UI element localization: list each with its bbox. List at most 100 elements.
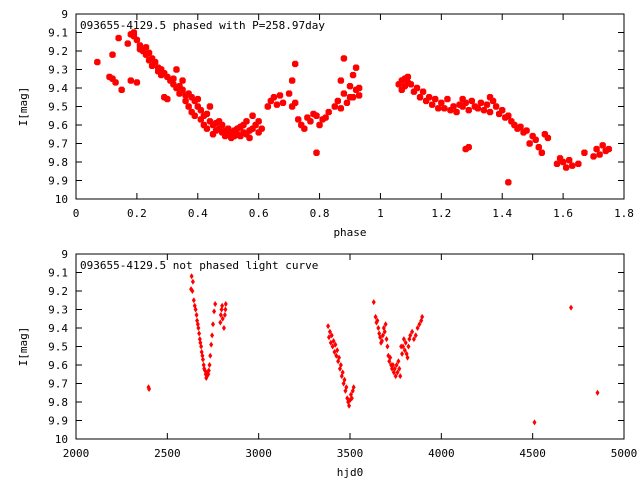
data-point <box>255 118 262 125</box>
data-point <box>329 332 334 339</box>
x-tick-label: 0.8 <box>310 207 330 220</box>
data-point <box>413 332 418 339</box>
data-point <box>203 125 211 132</box>
y-tick-label: 9.7 <box>48 138 68 151</box>
data-point <box>200 356 205 363</box>
data-point <box>124 40 131 47</box>
y-tick-label: 10 <box>55 193 68 206</box>
y-tick-label: 9.5 <box>48 101 68 114</box>
data-point <box>179 77 186 84</box>
data-point <box>346 82 354 90</box>
data-point <box>142 44 150 51</box>
y-tick-label: 9.5 <box>48 341 68 354</box>
y-tick-label: 9.3 <box>48 304 68 317</box>
data-point <box>199 343 204 350</box>
data-point <box>243 118 250 125</box>
data-point <box>413 84 421 92</box>
data-point <box>173 66 180 73</box>
data-point <box>212 308 217 315</box>
data-point <box>206 367 211 374</box>
data-point <box>566 156 573 164</box>
y-tick-label: 9.8 <box>48 396 68 409</box>
x-tick-label: 0.4 <box>188 207 208 220</box>
data-point <box>208 352 213 359</box>
y-tick-label: 9.6 <box>48 359 68 372</box>
data-point <box>218 319 223 326</box>
data-point <box>405 354 410 361</box>
data-point <box>221 325 226 331</box>
data-point <box>285 90 293 97</box>
data-point <box>396 358 401 365</box>
data-point <box>218 312 223 319</box>
data-point <box>337 105 345 112</box>
data-point <box>340 55 348 62</box>
x-tick-label: 3500 <box>337 447 364 460</box>
data-point <box>94 58 101 66</box>
y-axis-label: I[mag] <box>17 87 30 127</box>
data-point <box>349 94 357 101</box>
y-tick-label: 9.1 <box>48 267 68 280</box>
data-point <box>483 101 491 108</box>
data-point <box>390 362 395 368</box>
data-point <box>292 60 299 68</box>
data-point <box>222 312 227 319</box>
data-point <box>133 79 141 86</box>
data-point <box>380 332 385 339</box>
data-point <box>349 71 357 79</box>
data-point <box>376 325 381 331</box>
data-point <box>379 337 384 344</box>
data-point <box>340 369 345 376</box>
data-point <box>191 112 198 119</box>
data-point <box>145 49 153 57</box>
data-point <box>397 365 402 372</box>
data-point <box>468 97 475 105</box>
data-point <box>223 306 228 313</box>
data-point <box>270 94 278 101</box>
data-point <box>220 302 225 309</box>
data-point <box>593 145 600 153</box>
data-point <box>429 101 436 108</box>
x-tick-label: 0 <box>73 207 80 220</box>
data-point <box>392 365 397 372</box>
y-tick-label: 9.9 <box>48 415 68 428</box>
data-point <box>406 343 411 350</box>
data-point <box>316 121 323 129</box>
x-tick-label: 0.6 <box>249 207 269 220</box>
y-axis-label: I[mag] <box>17 327 30 367</box>
data-point <box>384 336 389 343</box>
data-point <box>344 384 349 391</box>
data-point <box>213 300 218 307</box>
x-axis-label: hjd0 <box>337 466 364 479</box>
data-point <box>410 328 415 335</box>
data-point <box>388 354 393 361</box>
data-point <box>398 373 403 380</box>
data-point <box>375 317 380 324</box>
data-point <box>403 339 408 346</box>
x-tick-label: 1 <box>377 207 384 220</box>
data-point <box>400 343 405 350</box>
data-point <box>335 347 340 354</box>
data-point <box>351 384 356 391</box>
y-tick-label: 9.2 <box>48 45 68 58</box>
data-point <box>112 79 119 86</box>
data-point <box>193 306 198 313</box>
data-point <box>115 34 122 42</box>
data-point <box>220 315 225 322</box>
data-point <box>264 103 271 110</box>
data-point <box>151 58 159 66</box>
unphased-light-curve-panel: 2000 2500 3000 3500 4000 4500 5000 9 9.1 9.2 9.3 9.… <box>17 248 637 479</box>
plot-title: 093655-4129.5 not phased light curve <box>80 259 318 272</box>
x-tick-label: 4500 <box>519 447 546 460</box>
data-point <box>340 90 348 97</box>
data-point <box>273 101 281 108</box>
data-point <box>189 273 194 280</box>
y-tick-label: 9.7 <box>48 378 68 391</box>
data-point <box>385 343 390 350</box>
data-point <box>203 110 211 118</box>
data-point <box>147 386 152 393</box>
data-point <box>417 321 422 328</box>
data-point <box>170 75 177 82</box>
x-tick-label: 4000 <box>428 447 455 460</box>
data-point <box>197 107 205 114</box>
